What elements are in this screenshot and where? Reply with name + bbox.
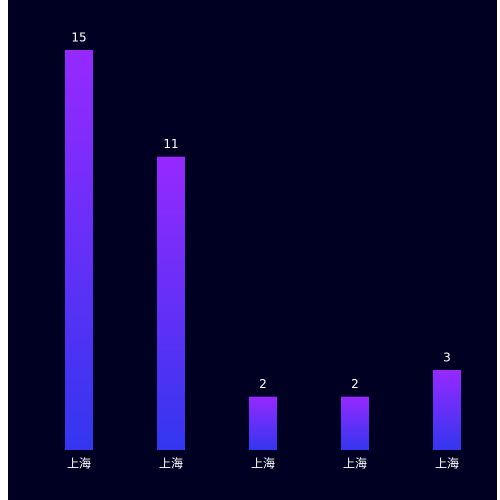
x-tick-label: 上海 <box>435 456 459 471</box>
bar <box>433 370 461 450</box>
x-tick-label: 上海 <box>343 456 367 471</box>
bar <box>157 156 185 450</box>
x-tick-label: 上海 <box>251 456 275 471</box>
x-tick-label: 上海 <box>159 456 183 471</box>
data-label: 2 <box>351 377 359 391</box>
data-label: 11 <box>163 137 178 151</box>
x-tick-label: 上海 <box>67 456 91 471</box>
bar <box>65 50 93 450</box>
bar <box>341 396 369 450</box>
data-label: 15 <box>71 31 86 45</box>
bar <box>249 396 277 450</box>
data-label: 3 <box>443 351 451 365</box>
data-label: 2 <box>259 377 267 391</box>
